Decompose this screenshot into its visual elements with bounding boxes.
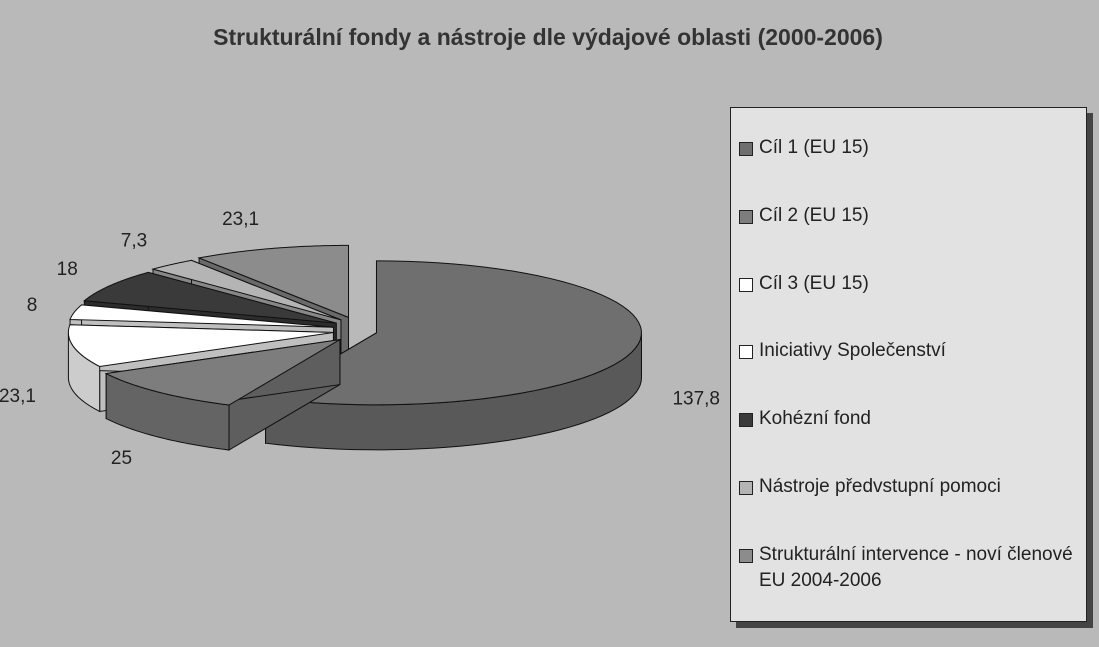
- slice: [197, 244, 350, 319]
- slice: [83, 271, 337, 324]
- legend-item: Strukturální intervence - noví členové E…: [739, 542, 1078, 594]
- legend-label: Cíl 3 (EU 15): [759, 272, 869, 294]
- slice: [67, 324, 334, 367]
- data-label: 7,3: [121, 230, 147, 251]
- slice: [151, 259, 342, 321]
- data-label: 137,8: [672, 389, 720, 410]
- legend-label: Kohézní fond: [759, 408, 871, 430]
- legend-label: Iniciativy Společenství: [759, 340, 946, 362]
- legend-item: Kohézní fond: [739, 406, 1078, 432]
- legend-swatch: [739, 345, 753, 360]
- legend-label: Nástroje předvstupní pomoci: [759, 476, 1001, 498]
- legend-swatch: [739, 277, 753, 292]
- legend-swatch: [739, 413, 753, 428]
- data-label: 8: [27, 295, 38, 316]
- data-label: 25: [111, 448, 132, 469]
- chart-title: Strukturální fondy a nástroje dle výdajo…: [213, 24, 883, 50]
- legend-item: Cíl 2 (EU 15): [739, 203, 1078, 229]
- legend-label: Strukturální intervence - noví členové E…: [759, 543, 1073, 591]
- slice: [104, 339, 341, 406]
- data-label: 23,1: [0, 386, 36, 407]
- legend-item: Nástroje předvstupní pomoci: [739, 474, 1078, 500]
- legend-swatch: [739, 141, 753, 156]
- legend-swatch: [739, 481, 753, 496]
- data-label: 18: [57, 259, 78, 280]
- legend-label: Cíl 1 (EU 15): [759, 136, 869, 158]
- data-label: 23,1: [222, 209, 259, 230]
- legend-swatch: [739, 548, 753, 563]
- legend-label: Cíl 2 (EU 15): [759, 204, 869, 226]
- legend-item: Cíl 3 (EU 15): [739, 271, 1078, 297]
- legend-item: Iniciativy Společenství: [739, 338, 1078, 364]
- legend-swatch: [739, 209, 753, 224]
- legend: Cíl 1 (EU 15) Cíl 2 (EU 15) Cíl 3 (EU 15) I…: [730, 107, 1087, 622]
- slice: [69, 304, 334, 328]
- slice: [264, 260, 642, 406]
- legend-item: Cíl 1 (EU 15): [739, 135, 1078, 161]
